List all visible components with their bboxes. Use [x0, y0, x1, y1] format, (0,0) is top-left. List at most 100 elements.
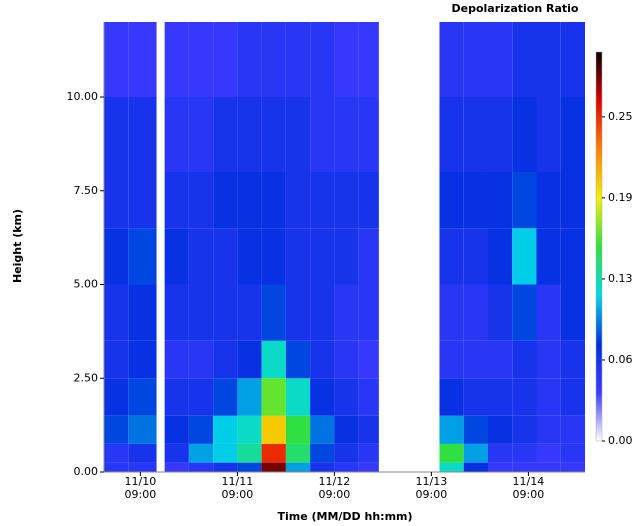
heatmap-cell: [104, 340, 129, 379]
heatmap-cell: [536, 443, 561, 463]
heatmap-cell: [128, 172, 157, 229]
heatmap-cell: [439, 443, 464, 463]
x-tick-label: 11/10: [125, 475, 157, 488]
heatmap-cell: [487, 22, 513, 97]
heatmap-cell: [164, 340, 189, 379]
heatmap-cell: [358, 284, 379, 341]
heatmap-cell: [128, 415, 157, 444]
x-tick-label: 09:00: [416, 488, 448, 501]
heatmap-cell: [285, 378, 311, 416]
heatmap-cell: [213, 378, 238, 416]
x-tick-label: 09:00: [319, 488, 351, 501]
heatmap-cell: [358, 172, 379, 229]
heatmap-cell: [536, 172, 561, 229]
heatmap-cell: [213, 415, 238, 444]
heatmap-cell: [310, 340, 335, 379]
heatmap-cell: [104, 378, 129, 416]
heatmap-cell: [128, 228, 157, 285]
heatmap-cell: [334, 284, 359, 341]
heatmap-cell: [285, 415, 311, 444]
heatmap-cell: [512, 172, 537, 229]
heatmap-cell: [560, 172, 585, 229]
heatmap-cell: [463, 443, 488, 463]
heatmap-cell: [188, 228, 214, 285]
heatmap-cell: [334, 443, 359, 463]
heatmap-cell: [213, 172, 238, 229]
heatmap-cell: [285, 22, 311, 97]
heatmap-cell: [463, 378, 488, 416]
heatmap-cell: [439, 172, 464, 229]
heatmap-cell: [560, 97, 585, 172]
heatmap-cell: [164, 97, 189, 172]
heatmap-cell: [104, 443, 129, 463]
chart-title: Depolarization Ratio: [452, 2, 579, 15]
heatmap-cell: [536, 462, 561, 472]
heatmap-cell: [463, 340, 488, 379]
heatmap-cell: [439, 462, 464, 472]
heatmap-cell: [261, 378, 286, 416]
heatmap-cell: [188, 378, 214, 416]
heatmap-cell: [104, 22, 129, 97]
x-tick-label: 11/12: [319, 475, 351, 488]
heatmap-cell: [487, 172, 513, 229]
heatmap-cell: [261, 228, 286, 285]
y-tick-label: 10.00: [67, 90, 99, 103]
heatmap-cell: [104, 97, 129, 172]
heatmap-cell: [237, 415, 262, 444]
heatmap-cell: [439, 97, 464, 172]
heatmap-cell: [439, 378, 464, 416]
heatmap-cell: [334, 228, 359, 285]
heatmap-cell: [487, 415, 513, 444]
heatmap-cell: [285, 172, 311, 229]
heatmap-cell: [358, 378, 379, 416]
heatmap-cell: [536, 378, 561, 416]
heatmap-cell: [237, 97, 262, 172]
heatmap-cell: [334, 340, 359, 379]
heatmap-cell: [213, 340, 238, 379]
heatmap-cell: [358, 443, 379, 463]
heatmap-cell: [310, 415, 335, 444]
heatmap-cell: [128, 97, 157, 172]
heatmap-cell: [463, 284, 488, 341]
heatmap-cell: [439, 284, 464, 341]
heatmap-cell: [536, 228, 561, 285]
heatmap-cell: [164, 172, 189, 229]
x-tick-label: 09:00: [222, 488, 254, 501]
heatmap-cell: [237, 378, 262, 416]
y-tick-label: 7.50: [74, 184, 99, 197]
heatmap-cell: [536, 340, 561, 379]
heatmap-cell: [512, 415, 537, 444]
heatmap-cell: [164, 378, 189, 416]
heatmap-cell: [188, 97, 214, 172]
heatmap-cell: [261, 462, 286, 472]
heatmap-cell: [188, 443, 214, 463]
heatmap-cell: [261, 443, 286, 463]
heatmap-cell: [310, 172, 335, 229]
heatmap-cell: [560, 415, 585, 444]
x-tick-label: 11/11: [222, 475, 254, 488]
heatmap-cell: [104, 172, 129, 229]
heatmap-cell: [512, 22, 537, 97]
heatmap-cell: [213, 462, 238, 472]
heatmap-cell: [128, 22, 157, 97]
heatmap-cell: [261, 97, 286, 172]
heatmap-cell: [285, 228, 311, 285]
heatmap-cell: [439, 228, 464, 285]
colorbar-tick-label: 0.25: [608, 110, 633, 123]
heatmap-cell: [463, 228, 488, 285]
heatmap-cell: [512, 228, 537, 285]
heatmap-cell: [188, 340, 214, 379]
x-tick-label: 09:00: [513, 488, 545, 501]
heatmap-cell: [213, 228, 238, 285]
y-axis-label: Height (km): [11, 209, 24, 283]
heatmap-cell: [285, 443, 311, 463]
heatmap-cell: [128, 284, 157, 341]
x-tick-label: 11/14: [513, 475, 545, 488]
heatmap-cell: [285, 462, 311, 472]
heatmap-cell: [128, 378, 157, 416]
y-tick-label: 5.00: [74, 278, 99, 291]
heatmap-cell: [261, 340, 286, 379]
heatmap-cell: [310, 378, 335, 416]
x-tick-label: 11/13: [416, 475, 448, 488]
heatmap-cell: [237, 443, 262, 463]
